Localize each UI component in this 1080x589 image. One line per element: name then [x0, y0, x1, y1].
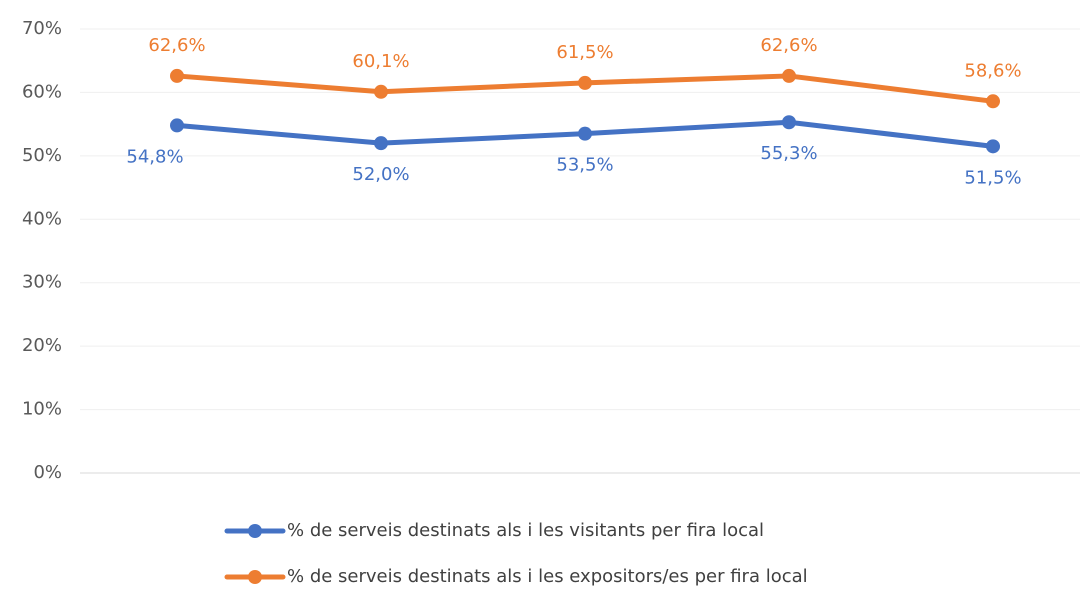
data-label: 60,1%	[352, 51, 409, 72]
y-tick-label: 20%	[22, 335, 62, 356]
data-label: 62,6%	[148, 35, 205, 56]
data-label: 52,0%	[352, 164, 409, 185]
y-tick-label: 40%	[22, 208, 62, 229]
point-marker	[986, 94, 1000, 109]
point-marker	[782, 115, 796, 130]
y-tick-label: 50%	[22, 145, 62, 166]
data-label: 61,5%	[556, 42, 613, 63]
y-tick-label: 70%	[22, 18, 62, 39]
data-label: 54,8%	[126, 146, 183, 167]
y-tick-label: 30%	[22, 272, 62, 293]
y-tick-label: 0%	[33, 462, 62, 483]
point-marker	[170, 118, 184, 133]
point-marker	[374, 84, 388, 99]
data-label: 53,5%	[556, 155, 613, 176]
point-marker	[782, 68, 796, 83]
y-tick-label: 60%	[22, 81, 62, 102]
data-label: 51,5%	[964, 167, 1021, 188]
data-label: 58,6%	[964, 60, 1021, 81]
point-marker	[170, 68, 184, 83]
legend-marker	[248, 570, 262, 584]
legend-label: % de serveis destinats als i les exposit…	[287, 566, 808, 587]
point-marker	[986, 139, 1000, 154]
data-label: 62,6%	[760, 35, 817, 56]
point-marker	[578, 75, 592, 90]
data-label: 55,3%	[760, 143, 817, 164]
legend-label: % de serveis destinats als i les visitan…	[287, 520, 764, 541]
legend-marker	[248, 524, 262, 538]
point-marker	[578, 126, 592, 141]
y-tick-label: 10%	[22, 399, 62, 420]
point-marker	[374, 136, 388, 151]
